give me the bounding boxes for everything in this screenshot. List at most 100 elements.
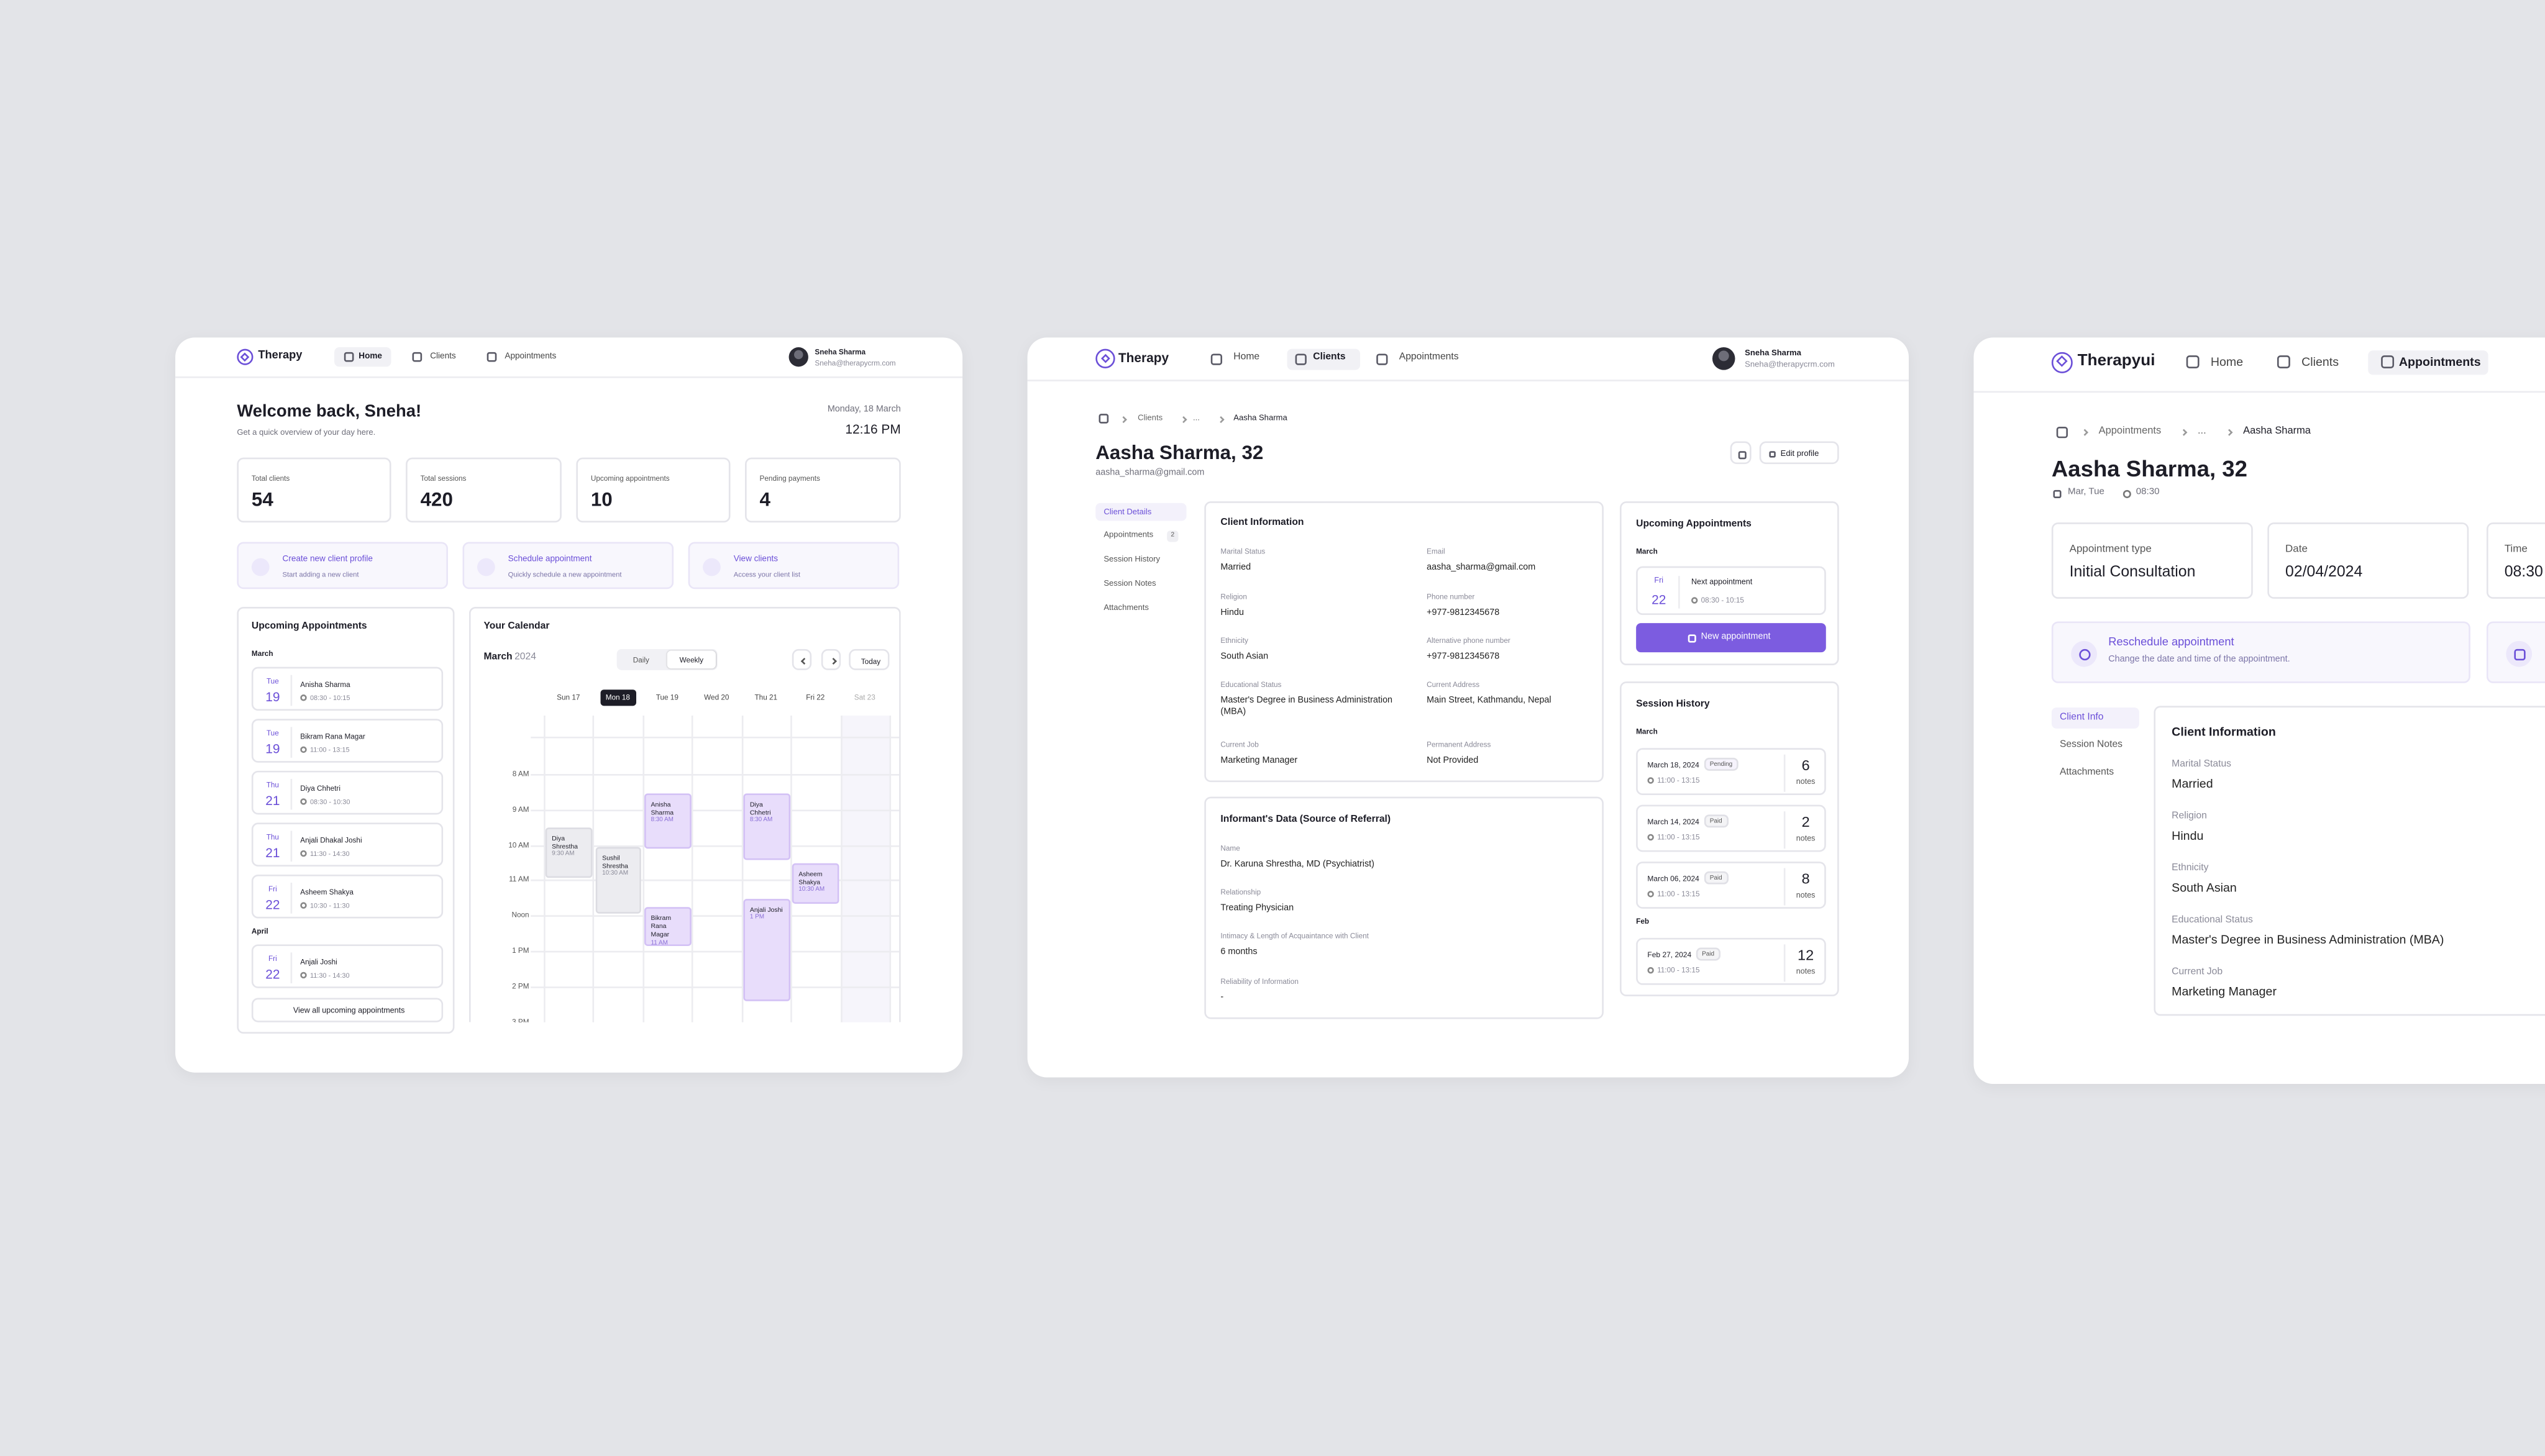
- event-name: Diya Chhetri: [749, 799, 771, 817]
- icon: [2186, 355, 2200, 368]
- nav-link[interactable]: Clients: [430, 352, 456, 362]
- new-appointment-button[interactable]: New appointment: [1636, 623, 1826, 653]
- grid-column: [840, 716, 841, 1022]
- session-item[interactable]: Feb 27, 2024 Paid 11:00 - 13:15 12 notes: [1636, 937, 1826, 985]
- action-icon: [703, 558, 721, 576]
- detail-value: Initial Consultation: [2069, 563, 2196, 581]
- tab[interactable]: Client Info: [2059, 712, 2104, 722]
- calendar-event[interactable]: Asheem Shakya 10:30 AM: [792, 863, 839, 904]
- calendar-event[interactable]: Sushil Shrestha 10:30 AM: [595, 847, 641, 914]
- icon: [412, 352, 423, 362]
- session-date: Feb 27, 2024: [1647, 950, 1692, 958]
- appointment-item[interactable]: Fri 22 Anjali Joshi 11:30 - 14:30: [251, 944, 444, 988]
- breadcrumb-item[interactable]: ...: [1193, 414, 1200, 424]
- detail-label: Appointment type: [2069, 544, 2152, 555]
- secondary-action-card[interactable]: [2486, 621, 2545, 683]
- reschedule-card[interactable]: Reschedule appointment Change the date an…: [2051, 621, 2470, 683]
- nav-arrow[interactable]: [792, 648, 812, 670]
- current-date: Monday, 18 March: [827, 405, 901, 415]
- view-all-button[interactable]: View all upcoming appointments: [251, 998, 444, 1022]
- calendar-event[interactable]: Anisha Sharma 8:30 AM: [644, 793, 692, 849]
- calendar-event[interactable]: Bikram Rana Magar 11 AM: [644, 907, 692, 946]
- item-day: Thu: [266, 781, 280, 789]
- tab[interactable]: Session History: [1103, 555, 1161, 565]
- detail-label: Date: [2285, 544, 2308, 555]
- grid-row: [531, 986, 900, 988]
- appointment-item[interactable]: Tue 19 Anisha Sharma 08:30 - 10:15: [251, 667, 444, 711]
- appointment-item[interactable]: Fri 22 Next appointment 08:30 - 10:15: [1636, 566, 1826, 616]
- icon: [487, 352, 497, 362]
- event-name: Anjali Joshi: [749, 905, 783, 914]
- appointment-item[interactable]: Fri 22 Asheem Shakya 10:30 - 11:30: [251, 875, 444, 919]
- nav-arrow[interactable]: [821, 648, 841, 670]
- breadcrumb-item[interactable]: ...: [2197, 425, 2206, 437]
- item-date: 19: [265, 742, 280, 757]
- icon: [2053, 489, 2062, 498]
- item-name: Asheem Shakya: [300, 888, 354, 896]
- breadcrumb-item: Aasha Sharma: [1233, 414, 1287, 424]
- tab[interactable]: Attachments: [1103, 603, 1149, 614]
- item-time: 10:30 - 11:30: [309, 901, 350, 910]
- session-row: March 18, 2024 Pending: [1647, 757, 1739, 771]
- item-name: Diya Chhetri: [300, 784, 340, 793]
- icon: [1295, 353, 1307, 365]
- today-button[interactable]: Today: [849, 648, 890, 670]
- calendar-event[interactable]: Anjali Joshi 1 PM: [743, 899, 791, 1001]
- event-time: 1 PM: [749, 914, 765, 921]
- field-value: South Asian: [2172, 880, 2237, 895]
- icon: [1769, 451, 1776, 458]
- event-name: Asheem Shakya: [798, 870, 823, 886]
- quick-action[interactable]: Create new client profile Start adding a …: [237, 542, 448, 589]
- day-header: Fri 22: [806, 693, 825, 702]
- stat-card: Upcoming appointments 10: [576, 457, 731, 523]
- nav-link[interactable]: Home: [359, 352, 382, 362]
- appointment-item[interactable]: Thu 21 Diya Chhetri 08:30 - 10:30: [251, 770, 444, 815]
- session-item[interactable]: March 18, 2024 Pending 11:00 - 13:15 6 notes: [1636, 748, 1826, 796]
- status-badge: Paid: [1704, 871, 1728, 885]
- field-value: Master's Degree in Business Administrati…: [1220, 696, 1393, 718]
- appointment-item[interactable]: Thu 21 Anjali Dhakal Joshi 11:30 - 14:30: [251, 822, 444, 867]
- tab[interactable]: Appointments: [1103, 530, 1154, 540]
- card-title: Client Information: [1220, 518, 1304, 529]
- calendar-event[interactable]: Diya Shrestha 9:30 AM: [545, 827, 593, 878]
- welcome-title: Welcome back, Sneha!: [237, 402, 422, 422]
- appointment-item[interactable]: Tue 19 Bikram Rana Magar 11:00 - 13:15: [251, 719, 444, 763]
- nav-link[interactable]: Home: [1233, 352, 1260, 363]
- breadcrumb-item[interactable]: Appointments: [2098, 425, 2162, 437]
- nav-link[interactable]: Appointments: [1399, 352, 1459, 363]
- nav-link[interactable]: Home: [2210, 354, 2244, 370]
- icon: [300, 694, 307, 701]
- nav-link[interactable]: Appointments: [505, 352, 557, 362]
- tab[interactable]: Session Notes: [2059, 740, 2123, 750]
- session-date: March 06, 2024: [1647, 873, 1699, 882]
- quick-action[interactable]: Schedule appointment Quickly schedule a n…: [462, 542, 674, 589]
- button-label: Edit profile: [1780, 449, 1819, 460]
- icon: [2277, 355, 2290, 368]
- quick-action[interactable]: View clients Access your client list: [688, 542, 900, 589]
- hour-label: 11 AM: [509, 875, 529, 884]
- session-time: 11:00 - 13:15: [1657, 832, 1700, 841]
- session-item[interactable]: March 06, 2024 Paid 11:00 - 13:15 8 notes: [1636, 862, 1826, 909]
- today-pill: [600, 689, 636, 706]
- stat-value: 54: [251, 488, 273, 511]
- calendar-year: 2024: [514, 653, 536, 663]
- grid-row: [531, 809, 900, 811]
- delete-button[interactable]: [1730, 441, 1752, 465]
- nav-link[interactable]: Clients: [2301, 354, 2339, 370]
- tab[interactable]: Attachments: [2059, 768, 2114, 778]
- edit-button[interactable]: Edit profile: [1759, 441, 1839, 465]
- tab[interactable]: Session Notes: [1103, 579, 1156, 589]
- stat-value: 10: [590, 488, 613, 511]
- tab[interactable]: Client Details: [1103, 507, 1152, 517]
- nav-link[interactable]: Appointments: [2398, 354, 2481, 370]
- breadcrumb-item[interactable]: Clients: [1138, 414, 1163, 424]
- calendar-event[interactable]: Diya Chhetri 8:30 AM: [743, 793, 791, 860]
- nav-link[interactable]: Clients: [1313, 352, 1346, 363]
- field-label: Email: [1427, 547, 1445, 556]
- item-label: Next appointment: [1691, 579, 1753, 588]
- session-item[interactable]: March 14, 2024 Paid 11:00 - 13:15 2 notes: [1636, 804, 1826, 852]
- session-date: March 14, 2024: [1647, 817, 1699, 826]
- view-option[interactable]: Weekly: [679, 655, 703, 663]
- field-label: Religion: [1220, 593, 1247, 601]
- view-option[interactable]: Daily: [633, 655, 649, 663]
